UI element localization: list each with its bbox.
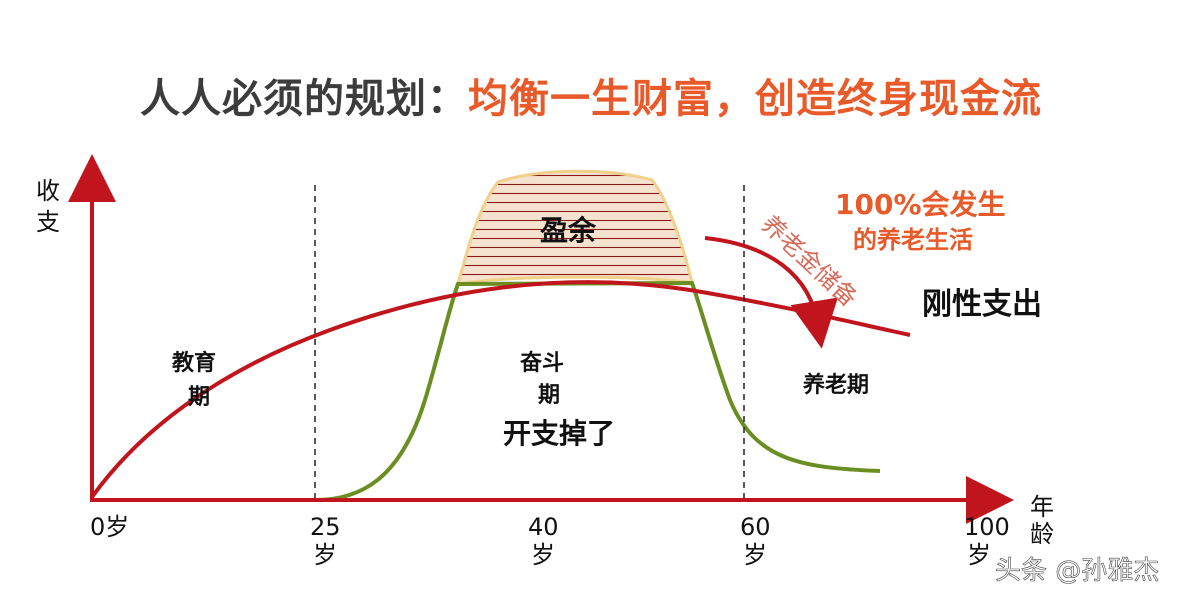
y-axis-label-2: 支	[36, 208, 60, 236]
tick-60-unit: 岁	[743, 541, 767, 569]
tick-25-unit: 岁	[313, 541, 337, 569]
title-highlight: 均衡一生财富，创造终身现金流	[468, 76, 1042, 122]
surplus-area	[455, 169, 694, 286]
watermark: 头条 @孙雅杰	[995, 556, 1159, 586]
tick-25: 25	[310, 513, 341, 541]
tick-40-unit: 岁	[531, 541, 555, 569]
income-curve	[314, 280, 881, 502]
rigid-expense-label: 刚性支出	[922, 287, 1042, 322]
phase-retirement: 养老期	[802, 372, 869, 398]
page-title: 人人必须的规划：均衡一生财富，创造终身现金流	[140, 66, 1042, 124]
phase-struggle-2: 期	[538, 383, 560, 408]
x-axis-label-1: 年	[1030, 493, 1054, 521]
phase-education-2: 期	[188, 385, 210, 410]
x-axis-label-2: 龄	[1030, 520, 1054, 548]
pension-reserve-arrow	[704, 236, 838, 349]
tick-40: 40	[528, 513, 559, 541]
tick-60: 60	[740, 513, 771, 541]
surplus-label: 盈余	[540, 214, 597, 247]
phase-education-1: 教育	[172, 350, 216, 376]
expense-curve	[90, 280, 911, 499]
tick-100: 100	[964, 513, 1010, 541]
title-prefix: 人人必须的规划：	[140, 76, 468, 122]
retirement-note-1: 100%会发生	[835, 188, 1006, 221]
tick-100-unit: 岁	[967, 541, 991, 569]
expense-drop-label: 开支掉了	[503, 417, 615, 450]
y-axis-label-1: 收	[36, 177, 60, 205]
retirement-note-2: 的养老生活	[853, 226, 973, 254]
tick-0: 0岁	[90, 513, 129, 541]
phase-struggle-1: 奋斗	[519, 351, 564, 376]
